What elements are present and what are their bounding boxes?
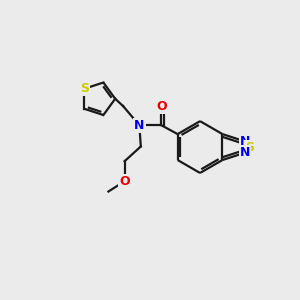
Text: S: S — [245, 141, 254, 154]
Text: O: O — [119, 175, 130, 188]
Text: N: N — [240, 146, 250, 159]
Text: N: N — [134, 119, 145, 132]
Text: O: O — [156, 100, 167, 112]
Text: N: N — [240, 135, 250, 148]
Text: S: S — [80, 82, 89, 95]
